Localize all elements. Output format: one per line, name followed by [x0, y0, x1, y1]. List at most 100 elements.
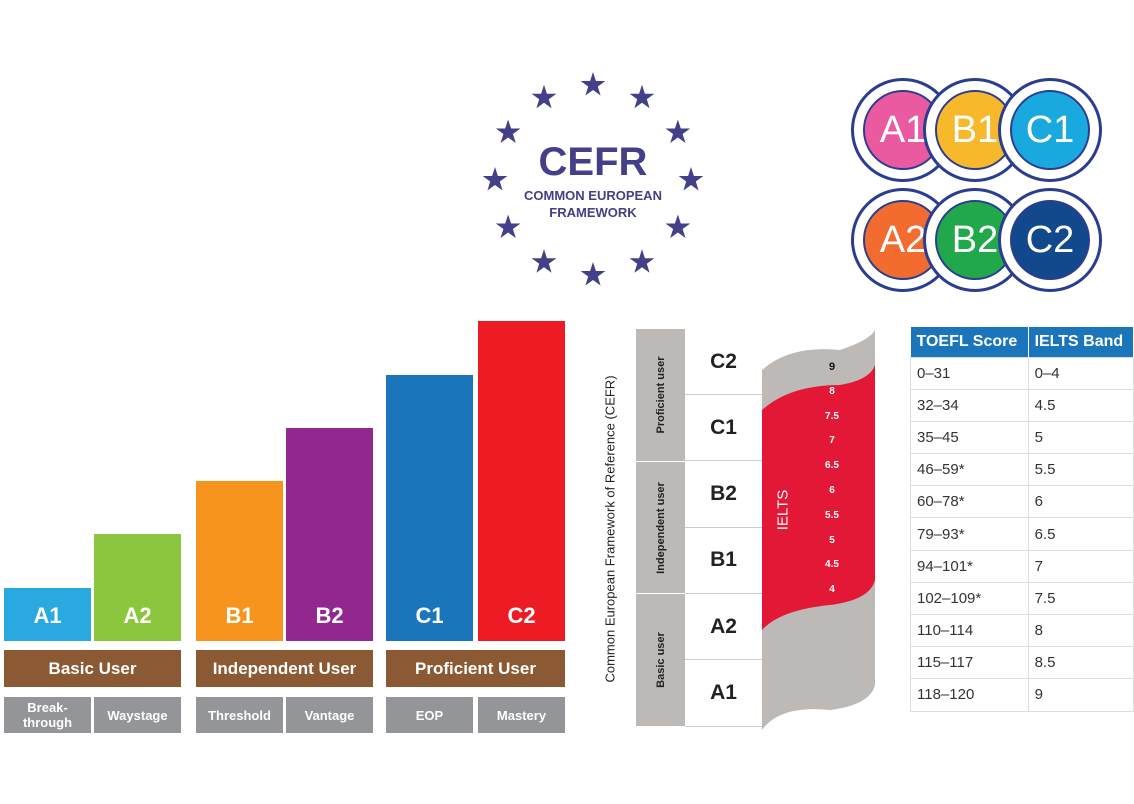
toefl-cell: 79–93*	[910, 517, 1029, 551]
star-icon	[629, 84, 655, 109]
level-badge: C2	[998, 188, 1102, 292]
cefr-level: C1	[685, 395, 762, 462]
ielts-band: 7	[829, 435, 835, 447]
table-row: 102–109* 7.5	[910, 581, 1134, 616]
star-icon	[495, 119, 521, 143]
logo-line2: FRAMEWORK	[549, 205, 637, 220]
star-icon	[495, 214, 521, 238]
sub-level-label: Waystage	[94, 697, 181, 733]
toefl-cell: 32–34	[910, 388, 1029, 422]
star-icon	[580, 262, 606, 286]
ielts-cell: 8.5	[1027, 646, 1134, 680]
sub-level-label: Vantage	[286, 697, 373, 733]
star-ring-icon	[482, 72, 704, 286]
cefr-axis-title: Common European Framework of Reference (…	[600, 330, 620, 728]
level-bar: C2	[478, 321, 565, 641]
level-bar: C1	[386, 374, 473, 641]
sub-level-label: Break- through	[4, 697, 91, 733]
table-row: 32–34 4.5	[910, 388, 1134, 422]
table-row: 115–117 8.5	[910, 646, 1134, 680]
level-bar: B1	[196, 481, 283, 641]
badge-level: C2	[1010, 200, 1090, 280]
sub-level-label: Mastery	[478, 697, 565, 733]
header-ielts: IELTS Band	[1028, 327, 1134, 357]
level-bar: A2	[94, 534, 181, 641]
logo-title: CEFR	[538, 140, 648, 184]
toefl-cell: 46–59*	[910, 453, 1029, 487]
table-row: 79–93* 6.5	[910, 517, 1134, 551]
star-icon	[482, 167, 508, 191]
toefl-cell: 60–78*	[910, 485, 1029, 519]
ielts-cell: 7.5	[1027, 581, 1134, 616]
badge-level: B1	[935, 90, 1015, 170]
level-badge: C1	[998, 78, 1102, 182]
ielts-cell: 6.5	[1027, 517, 1134, 551]
cefr-level: B2	[685, 462, 762, 528]
sub-level-label: Threshold	[196, 697, 283, 733]
ielts-band: 8	[829, 385, 835, 397]
toefl-cell: 102–109*	[910, 581, 1029, 616]
level-bar: B2	[286, 427, 373, 641]
cefr-level: A1	[685, 661, 762, 727]
user-group: Proficient user	[636, 329, 685, 462]
ielts-band: 6	[829, 485, 835, 496]
header-toefl: TOEFL Score	[910, 327, 1029, 357]
user-group-label: Basic user	[654, 632, 667, 688]
user-group-label: Independent user	[654, 481, 667, 574]
ielts-cell: 4.5	[1027, 388, 1134, 422]
star-icon	[531, 84, 557, 109]
ielts-band: 5.5	[825, 509, 839, 521]
table-row: 46–59* 5.5	[910, 453, 1134, 487]
ielts-cell: 7	[1027, 549, 1134, 583]
toefl-cell: 110–114	[910, 613, 1029, 648]
star-icon	[665, 214, 691, 238]
ielts-ribbon	[762, 330, 875, 730]
ielts-band: 6.5	[825, 460, 839, 472]
toefl-cell: 35–45	[910, 420, 1029, 455]
cefr-logo: CEFR COMMON EUROPEAN FRAMEWORK	[482, 70, 704, 290]
cefr-level: B1	[685, 528, 762, 594]
ielts-band: 9	[828, 361, 836, 373]
ielts-band: 4	[829, 584, 835, 596]
ielts-band: 7.5	[825, 410, 839, 422]
ielts-band: 5	[829, 534, 835, 546]
star-icon	[678, 167, 704, 191]
ielts-cell: 8	[1027, 613, 1134, 648]
ielts-label: IELTS	[768, 480, 798, 540]
ielts-cell: 0–4	[1027, 356, 1134, 390]
star-icon	[629, 249, 655, 273]
cefr-level: A2	[685, 594, 762, 661]
sub-level-label: EOP	[386, 697, 473, 733]
table-row: 35–45 5	[910, 420, 1134, 455]
star-icon	[531, 249, 557, 273]
level-bar: A1	[4, 587, 91, 641]
user-group-bar: Basic User	[4, 650, 181, 687]
table-row: 110–114 8	[910, 613, 1134, 648]
table-row: 0–31 0–4	[910, 356, 1134, 390]
toefl-cell: 115–117	[910, 646, 1029, 680]
ielts-label-text: IELTS	[774, 489, 792, 531]
ielts-cell: 9	[1027, 678, 1134, 712]
table-row: 94–101* 7	[910, 549, 1134, 583]
ielts-cell: 5	[1027, 420, 1134, 455]
user-group-bar: Proficient User	[386, 650, 565, 687]
table-row: 118–120 9	[910, 678, 1134, 712]
cefr-level: C2	[685, 329, 762, 395]
logo-line1: COMMON EUROPEAN	[524, 188, 662, 203]
user-group-bar: Independent User	[196, 650, 373, 687]
star-icon	[665, 119, 691, 143]
user-group: Basic user	[636, 594, 685, 727]
ielts-cell: 5.5	[1027, 453, 1134, 487]
toefl-cell: 0–31	[910, 356, 1029, 390]
user-group-label: Proficient user	[654, 356, 667, 434]
star-icon	[580, 72, 606, 96]
badge-level: C1	[1010, 90, 1090, 170]
toefl-cell: 94–101*	[910, 549, 1029, 583]
table-row: 60–78* 6	[910, 485, 1134, 519]
toefl-cell: 118–120	[910, 678, 1029, 712]
user-group: Independent user	[636, 462, 685, 594]
axis-title-text: Common European Framework of Reference (…	[602, 375, 618, 683]
toefl-ielts-table: TOEFL Score IELTS Band 0–31 0–4 32–34 4.5 35…	[910, 327, 1134, 712]
ielts-cell: 6	[1027, 485, 1134, 519]
ielts-band: 4.5	[825, 559, 839, 571]
